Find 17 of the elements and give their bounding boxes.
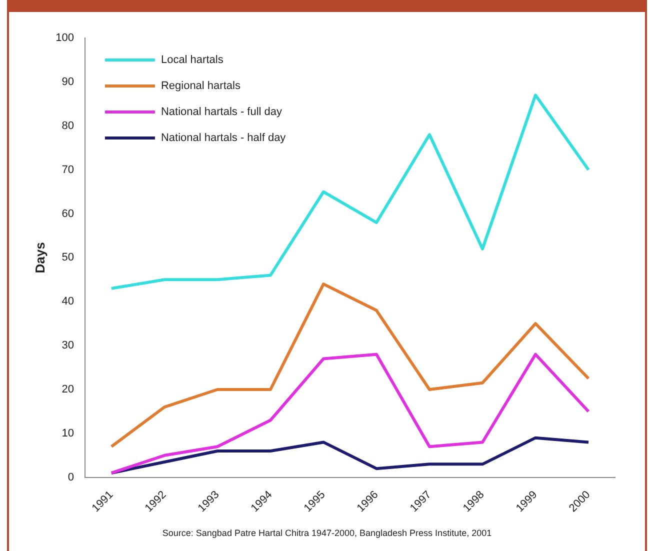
y-tick-label: 80 [62, 120, 74, 132]
y-tick-label: 30 [62, 340, 74, 352]
legend-label: National hartals - full day [160, 106, 283, 118]
y-tick-label: 20 [62, 384, 74, 396]
y-tick-label: 40 [62, 296, 74, 308]
y-tick-label: 70 [62, 164, 74, 176]
y-tick-label: 0 [68, 471, 74, 484]
y-tick-label: 50 [62, 252, 74, 264]
y-tick-label: 90 [62, 76, 74, 88]
y-tick-label: 100 [56, 32, 74, 44]
source-note: Source: Sangbad Patre Hartal Chitra 1947-2000, Bangladesh Press Institute, 2001 [161, 528, 493, 538]
legend-label: Local hartals [160, 54, 224, 66]
legend-label: Regional hartals [160, 80, 241, 92]
y-tick-label: 10 [62, 427, 74, 440]
legend-label: National hartals - half day [160, 132, 286, 144]
y-tick-label: 60 [62, 208, 74, 220]
y-axis-title: Days [32, 242, 48, 274]
